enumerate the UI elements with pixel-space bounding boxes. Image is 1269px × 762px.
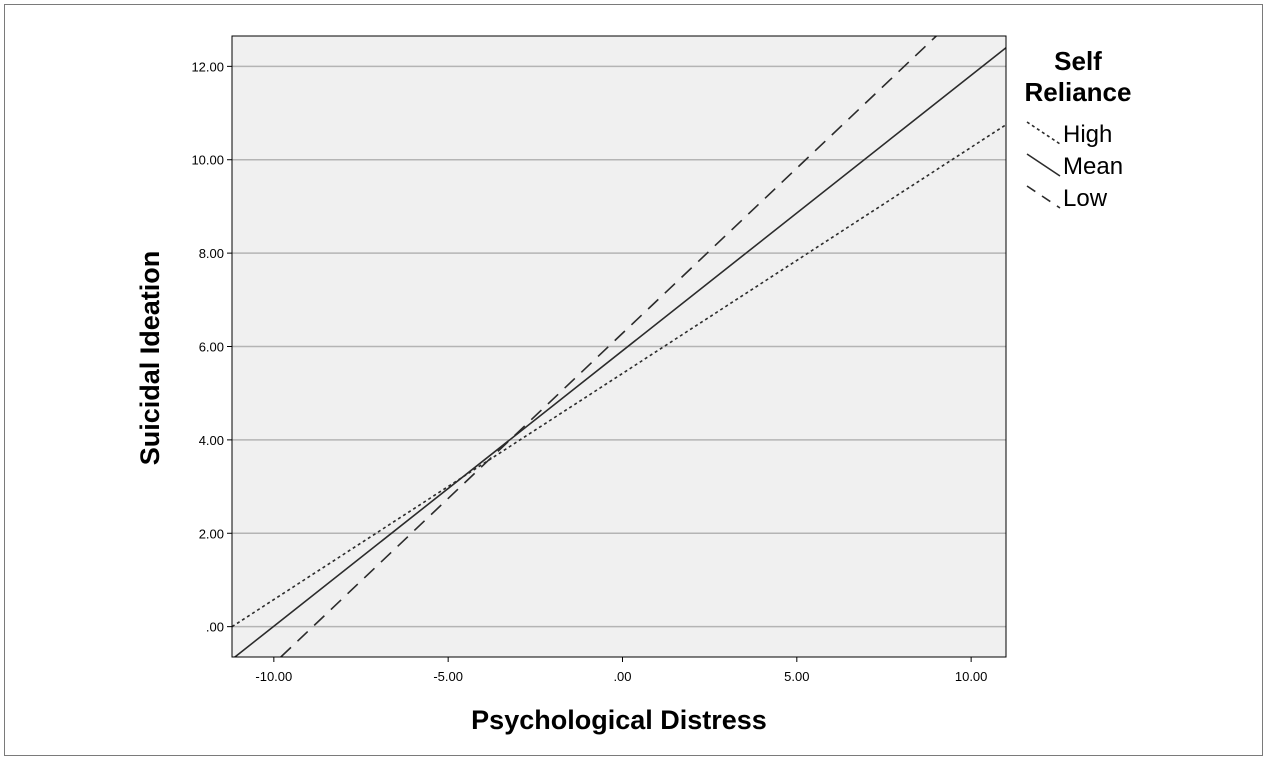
y-axis-title: Suicidal Ideation <box>135 251 165 466</box>
x-axis-ticks: -10.00 -5.00 .00 5.00 10.00 <box>255 657 987 684</box>
legend: Self Reliance High Mean Low <box>1025 46 1132 212</box>
series-line-mean <box>233 47 1006 657</box>
x-tick-label: .00 <box>613 669 631 684</box>
y-axis-ticks: .00 2.00 4.00 6.00 8.00 10.00 12.00 <box>191 59 232 635</box>
legend-label-low: Low <box>1063 185 1108 212</box>
x-tick-label: -10.00 <box>255 669 292 684</box>
legend-label-mean: Mean <box>1063 153 1123 180</box>
gridlines <box>232 65 1006 628</box>
y-tick-label: 8.00 <box>199 246 224 261</box>
legend-label-high: High <box>1063 121 1112 148</box>
y-tick-label: 6.00 <box>199 340 224 355</box>
legend-title-line-1: Self <box>1054 46 1102 76</box>
x-tick-label: 5.00 <box>784 669 809 684</box>
legend-swatch-low <box>1026 185 1061 209</box>
series-line-high <box>232 124 1006 628</box>
x-tick-label: 10.00 <box>955 669 988 684</box>
legend-title-line-2: Reliance <box>1025 77 1132 107</box>
series-lines <box>232 36 1006 657</box>
legend-items: High Mean Low <box>1026 121 1123 212</box>
y-tick-label: 2.00 <box>199 526 224 541</box>
legend-swatch-mean <box>1026 153 1061 177</box>
y-tick-label: 12.00 <box>191 59 224 74</box>
y-tick-label: 4.00 <box>199 433 224 448</box>
x-tick-label: -5.00 <box>433 669 463 684</box>
x-axis-title: Psychological Distress <box>471 705 767 735</box>
y-tick-label: 10.00 <box>191 153 224 168</box>
legend-swatch-high <box>1026 121 1061 145</box>
y-tick-label: .00 <box>206 620 224 635</box>
series-line-low <box>280 36 937 657</box>
